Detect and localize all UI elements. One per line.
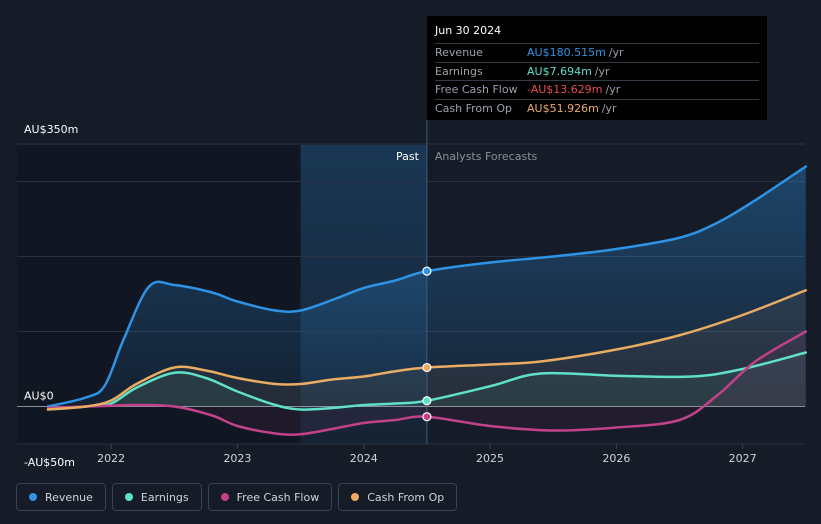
tooltip-unit: /yr [594, 64, 610, 78]
x-tick-label: 2025 [476, 452, 504, 465]
tooltip-row-free-cash-flow: Free Cash Flow -AU$13.629m /yr [435, 80, 759, 99]
data-marker-revenue [422, 266, 432, 276]
legend-label: Revenue [45, 490, 93, 504]
data-marker-earnings [422, 396, 432, 406]
legend-label: Cash From Op [367, 490, 445, 504]
tooltip-value: AU$7.694m [527, 64, 592, 78]
tooltip-row-cash-from-op: Cash From Op AU$51.926m /yr [435, 98, 759, 118]
series-area-earnings [48, 352, 806, 410]
y-axis-label-bottom: -AU$50m [24, 456, 75, 469]
tooltip-unit: /yr [605, 83, 621, 97]
data-marker-cash-from-op [422, 362, 432, 373]
data-marker-free-cash-flow [422, 412, 432, 422]
tooltip-label: Free Cash Flow [435, 83, 518, 97]
series-line-earnings [46, 351, 808, 411]
tooltip-label: Revenue [435, 46, 483, 60]
x-tick-label: 2023 [223, 452, 251, 465]
legend-label: Free Cash Flow [236, 490, 320, 504]
series-area-cash-from-op [48, 290, 806, 410]
series-area-free-cash-flow [48, 331, 806, 435]
tooltip-row-earnings: Earnings AU$7.694m /yr [435, 61, 759, 81]
legend-dot-icon [29, 493, 37, 501]
tooltip-unit: /yr [601, 101, 617, 115]
legend-dot-icon [220, 493, 229, 501]
legend-item-earnings[interactable]: Earnings [111, 483, 202, 511]
tooltip-panel: Jun 30 2024 Revenue AU$180.515m /yr Earn… [427, 16, 767, 120]
x-tick-label: 2026 [602, 452, 630, 465]
tooltip-unit: /yr [608, 46, 624, 60]
tooltip-date: Jun 30 2024 [435, 24, 502, 37]
x-tick-label: 2024 [350, 452, 378, 465]
forecast-label: Analysts Forecasts [435, 150, 538, 163]
series-line-free-cash-flow [46, 330, 808, 436]
series-line-cash-from-op [46, 289, 808, 411]
tooltip-value: -AU$13.629m [527, 83, 603, 97]
y-axis-label-zero: AU$0 [24, 390, 54, 403]
tooltip-label: Cash From Op [435, 101, 513, 115]
legend-item-free-cash-flow[interactable]: Free Cash Flow [207, 483, 333, 511]
past-label: Past [396, 150, 420, 163]
series-line-revenue [46, 165, 808, 408]
tooltip-value: AU$51.926m [527, 101, 599, 115]
x-tick-label: 2022 [97, 452, 125, 465]
tooltip-value: AU$180.515m [527, 46, 606, 60]
legend-item-revenue[interactable]: Revenue [16, 483, 106, 511]
y-axis-label-top: AU$350m [24, 123, 78, 136]
x-tick-label: 2027 [729, 452, 757, 465]
tooltip-label: Earnings [435, 64, 483, 78]
legend-dot-icon [351, 493, 360, 501]
legend-dot-icon [124, 493, 133, 501]
legend: Revenue Earnings Free Cash Flow Cash Fro… [16, 483, 458, 511]
legend-label: Earnings [140, 490, 189, 504]
tooltip-row-revenue: Revenue AU$180.515m /yr [435, 43, 759, 62]
legend-item-cash-from-op[interactable]: Cash From Op [338, 483, 458, 511]
